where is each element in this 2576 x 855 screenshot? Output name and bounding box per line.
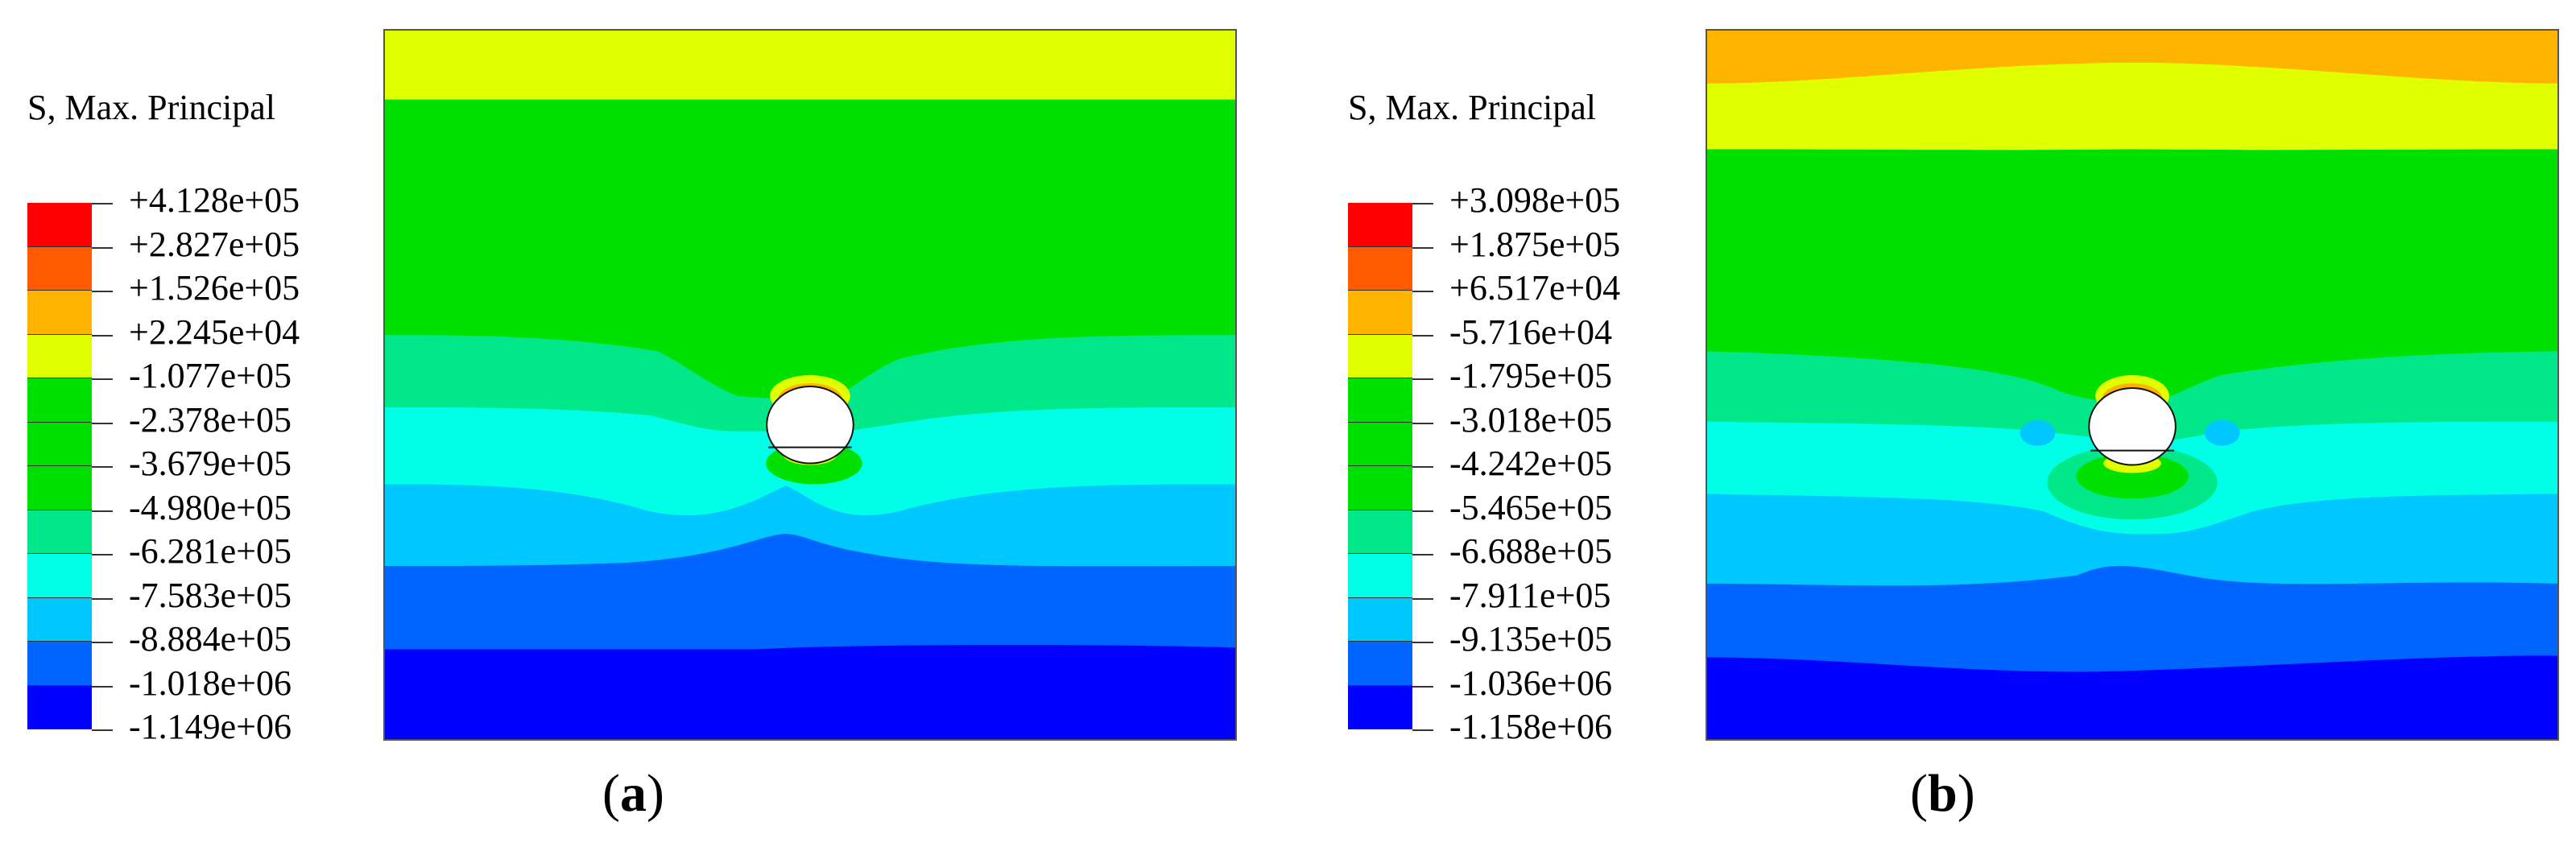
legend-swatch: [27, 554, 92, 598]
legend-value-label: -9.135e+05: [1449, 619, 1612, 659]
legend-swatch: [1348, 422, 1412, 466]
legend-value-label: -4.980e+05: [129, 487, 292, 527]
contour-svg: [385, 31, 1235, 739]
legend-value-label: +2.827e+05: [129, 224, 300, 264]
band-orange: [1707, 31, 2557, 84]
legend-swatch: [1348, 203, 1412, 247]
legend-swatch: [27, 466, 92, 510]
legend-swatch: [27, 246, 92, 291]
legend-tick: [92, 642, 113, 643]
legend-tick: [1412, 246, 1433, 249]
band-yellow: [385, 31, 1235, 100]
legend-value-label: -6.281e+05: [129, 531, 292, 571]
legend-tick: [1412, 291, 1433, 292]
legend-tick: [1412, 203, 1433, 204]
legend-value-label: -1.077e+05: [129, 356, 292, 395]
legend-color-bar: [1348, 203, 1412, 729]
legend-value-label: -7.583e+05: [129, 575, 292, 615]
legend-tick: [1412, 642, 1433, 643]
panel-caption: (a): [602, 764, 664, 823]
legend-value-label: -2.378e+05: [129, 399, 292, 440]
legend-tick: [92, 554, 113, 556]
legend-tick: [92, 291, 113, 292]
stress-contour-plot: [383, 29, 1237, 741]
legend-value-label: -3.018e+05: [1449, 399, 1612, 440]
band-green: [385, 31, 1235, 399]
legend-tick: [92, 203, 113, 204]
legend-value-label: -3.679e+05: [129, 444, 292, 483]
legend-tick: [92, 246, 113, 249]
legend-tick: [92, 729, 113, 731]
legend-value-label: -1.795e+05: [1449, 356, 1612, 395]
legend-tick: [1412, 422, 1433, 424]
legend-value-label: +1.875e+05: [1449, 224, 1621, 264]
legend-swatch: [27, 334, 92, 378]
legend-value-label: -5.716e+04: [1449, 312, 1612, 352]
legend-swatch: [1348, 510, 1412, 554]
legend-tick: [1412, 378, 1433, 380]
legend-tick: [92, 334, 113, 337]
legend-tick: [1412, 554, 1433, 556]
legend-swatch: [27, 203, 92, 247]
legend-tick: [92, 378, 113, 380]
legend-value-label: -6.688e+05: [1449, 531, 1612, 571]
legend-value-label: -1.036e+06: [1449, 663, 1612, 703]
legend-value-label: +2.245e+04: [129, 312, 300, 352]
legend-ticks: [1412, 203, 1441, 731]
legend-tick: [92, 466, 113, 468]
legend-swatch: [27, 510, 92, 554]
legend-swatch: [27, 422, 92, 466]
legend-value-label: -1.158e+06: [1449, 707, 1612, 746]
panel-a: S, Max. Principal +4.128e+05 +2.827e+05 +1…: [27, 29, 1237, 823]
legend-swatch: [27, 685, 92, 729]
tunnel-hole: [766, 385, 854, 465]
legend-ticks: [92, 203, 121, 731]
legend-tick: [1412, 597, 1433, 600]
tunnel-hole: [2088, 386, 2177, 466]
legend-title: S, Max. Principal: [1348, 88, 1596, 127]
legend-swatch: [1348, 291, 1412, 335]
legend-swatch: [27, 378, 92, 423]
stress-contour-plot: [1706, 29, 2559, 741]
legend-value-label: -4.242e+05: [1449, 444, 1612, 483]
legend-swatch: [1348, 246, 1412, 291]
legend-swatch: [27, 642, 92, 686]
legend-swatch: [1348, 554, 1412, 598]
legend-tick: [1412, 510, 1433, 512]
legend-value-label: +4.128e+05: [129, 180, 300, 220]
legend-tick: [92, 597, 113, 600]
contour-svg: [1707, 31, 2557, 739]
legend-value-label: +6.517e+04: [1449, 268, 1621, 308]
legend-value-label: +3.098e+05: [1449, 180, 1621, 220]
legend-tick: [1412, 729, 1433, 731]
legend-tick: [1412, 334, 1433, 337]
legend-swatch: [1348, 597, 1412, 642]
legend-swatch: [1348, 378, 1412, 423]
legend-tick: [92, 422, 113, 424]
sky-patch-right: [2204, 419, 2240, 446]
legend-swatch: [1348, 685, 1412, 729]
legend-tick: [92, 510, 113, 512]
legend-value-label: -8.884e+05: [129, 619, 292, 659]
legend-swatch: [1348, 466, 1412, 510]
panel-b: S, Max. Principal +3.098e+05 +1.875e+05 +6…: [1321, 0, 2576, 855]
sky-patch-left: [2020, 419, 2056, 446]
legend-value-label: -7.911e+05: [1449, 575, 1611, 615]
panel-caption: (b): [1910, 764, 1975, 823]
legend-swatch: [27, 597, 92, 642]
legend-value-label: -1.018e+06: [129, 663, 292, 703]
legend-swatch: [1348, 334, 1412, 378]
legend-color-bar: [27, 203, 92, 729]
legend-value-label: -5.465e+05: [1449, 487, 1612, 527]
legend-tick: [1412, 466, 1433, 468]
legend-tick: [92, 685, 113, 688]
legend-value-label: +1.526e+05: [129, 268, 300, 308]
legend-title: S, Max. Principal: [27, 88, 275, 127]
legend-tick: [1412, 685, 1433, 688]
legend-swatch: [1348, 642, 1412, 686]
legend-swatch: [27, 291, 92, 335]
legend-value-label: -1.149e+06: [129, 707, 292, 746]
